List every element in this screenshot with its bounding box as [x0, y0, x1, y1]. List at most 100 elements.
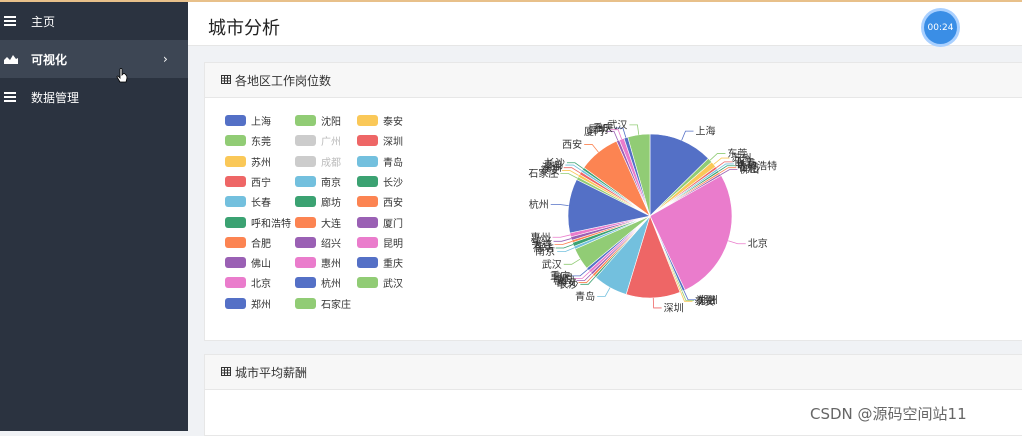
- legend-label: 厦门: [383, 218, 403, 230]
- legend-item[interactable]: 合肥: [225, 235, 271, 250]
- legend-item[interactable]: 上海: [225, 113, 271, 128]
- legend-label: 佛山: [251, 259, 271, 271]
- pie-slice-label: 泰安: [694, 295, 714, 308]
- pie-label-line: [713, 157, 730, 165]
- legend-item[interactable]: 青岛: [357, 154, 403, 169]
- pie-slice-label: 长沙: [558, 279, 578, 291]
- pie-label-line: [610, 129, 622, 140]
- pie-label-line: [597, 287, 611, 297]
- legend-item[interactable]: 佛山: [225, 255, 271, 270]
- legend-label: 西宁: [251, 177, 271, 189]
- pie-label-line: [554, 241, 573, 245]
- pie-slice-label: 绍兴: [532, 235, 552, 248]
- legend-swatch: [295, 216, 316, 228]
- legend-item[interactable]: 西安: [357, 194, 403, 209]
- legend-item[interactable]: 廊坊: [295, 194, 341, 209]
- sidebar-item-home[interactable]: 主页: [0, 2, 188, 40]
- sidebar-item-data-management[interactable]: 数据管理: [0, 78, 188, 116]
- pie-slice-label: 西宁: [734, 155, 754, 168]
- menu-lines-icon: [4, 2, 16, 40]
- pie-slice-label: 呼和浩特: [737, 160, 777, 172]
- pie-slice-label: 重庆: [593, 122, 613, 135]
- pie-slice-label: 泰安: [540, 164, 560, 177]
- legend-item[interactable]: 东莞: [225, 133, 271, 148]
- legend-swatch: [357, 277, 378, 289]
- panel-header: 城市平均薪酬: [205, 355, 1022, 390]
- legend-swatch: [225, 297, 246, 309]
- pie-slice-label: 青岛: [575, 290, 595, 303]
- legend-item[interactable]: 惠州: [295, 255, 341, 270]
- legend-item[interactable]: 厦门: [357, 215, 403, 230]
- legend-item[interactable]: 绍兴: [295, 235, 341, 250]
- legend-item[interactable]: 长春: [225, 194, 271, 209]
- sidebar: 主页 可视化 › 数据管理: [0, 2, 188, 431]
- pie-slice[interactable]: [627, 133, 651, 217]
- pie-slice-label: 青岛: [543, 159, 563, 172]
- legend-label: 惠州: [321, 259, 341, 271]
- pie-slice-label: 苏州: [731, 152, 751, 165]
- legend-label: 东莞: [251, 137, 271, 149]
- legend-item[interactable]: 郑州: [225, 296, 271, 311]
- panel-title: 城市平均薪酬: [235, 365, 308, 380]
- pie-slice-label: 武汉: [542, 258, 562, 271]
- legend-swatch: [295, 115, 316, 126]
- legend-item[interactable]: 沈阳: [295, 113, 341, 128]
- legend-item[interactable]: 杭州: [295, 275, 341, 290]
- legend-label: 绍兴: [321, 238, 341, 250]
- pie-label-line: [709, 153, 726, 161]
- sidebar-item-label: 主页: [31, 14, 56, 29]
- legend-item[interactable]: 苏州: [225, 154, 271, 169]
- pie-label-line: [681, 291, 695, 302]
- legend-swatch: [225, 236, 246, 248]
- pie-label-line: [720, 169, 738, 175]
- watermark: CSDN @源码空间站11: [810, 405, 967, 423]
- pie-slice-label: 大连: [533, 238, 553, 251]
- legend-swatch: [225, 115, 246, 126]
- legend-item[interactable]: 大连: [295, 215, 341, 230]
- legend-item[interactable]: 北京: [225, 275, 271, 290]
- legend-label: 成都: [321, 157, 341, 169]
- pie-slice[interactable]: [649, 133, 709, 217]
- legend-item[interactable]: 南京: [295, 174, 341, 189]
- legend-item[interactable]: 成都: [295, 154, 341, 169]
- pie-label-line: [553, 238, 572, 242]
- legend-swatch: [225, 257, 246, 269]
- legend-label: 泰安: [383, 117, 403, 128]
- legend-swatch: [357, 257, 378, 269]
- pie-label-line: [552, 234, 571, 238]
- legend-item[interactable]: 石家庄: [295, 296, 351, 311]
- legend-item[interactable]: 重庆: [357, 255, 403, 270]
- legend-item[interactable]: 长沙: [357, 174, 403, 189]
- legend-swatch: [225, 216, 246, 228]
- legend-item[interactable]: 广州: [295, 133, 341, 148]
- legend-swatch: [295, 257, 316, 269]
- pie-label-line: [629, 124, 640, 135]
- legend-item[interactable]: 西宁: [225, 174, 271, 189]
- legend-swatch: [295, 297, 316, 309]
- pie-chart: 上海东莞苏州西宁长春呼和浩特合肥佛山北京郑州沈阳泰安深圳青岛长沙西安厦门昆明重庆…: [528, 118, 777, 314]
- pie-slice-label: 西安: [557, 276, 577, 289]
- sidebar-item-visualization[interactable]: 可视化 ›: [0, 40, 188, 78]
- legend-label: 长春: [251, 198, 271, 210]
- pie-slice-label: 深圳: [664, 302, 684, 314]
- legend-label: 广州: [321, 137, 341, 149]
- legend-label: 杭州: [321, 279, 341, 291]
- legend-item[interactable]: 深圳: [357, 133, 403, 148]
- menu-lines-icon: [4, 78, 16, 116]
- legend-item[interactable]: 呼和浩特: [225, 215, 291, 230]
- legend-item[interactable]: 昆明: [357, 235, 403, 250]
- legend-item[interactable]: 泰安: [357, 113, 403, 128]
- pie-slice-label: 北京: [748, 237, 768, 250]
- legend-swatch: [357, 115, 378, 126]
- legend-swatch: [357, 175, 378, 187]
- pie-label-line: [584, 144, 599, 153]
- avg-salary-panel: 城市平均薪酬: [204, 354, 1022, 436]
- timer-badge[interactable]: 00:24: [924, 11, 957, 44]
- legend-label: 南京: [321, 177, 341, 189]
- pie-slice-label: 长沙: [545, 157, 565, 169]
- pie-slice-label: 厦门: [555, 274, 575, 287]
- hand-cursor-icon: [116, 68, 128, 87]
- pie-slice[interactable]: [649, 175, 733, 291]
- legend-item[interactable]: 武汉: [357, 275, 403, 290]
- legend-label: 青岛: [383, 157, 403, 169]
